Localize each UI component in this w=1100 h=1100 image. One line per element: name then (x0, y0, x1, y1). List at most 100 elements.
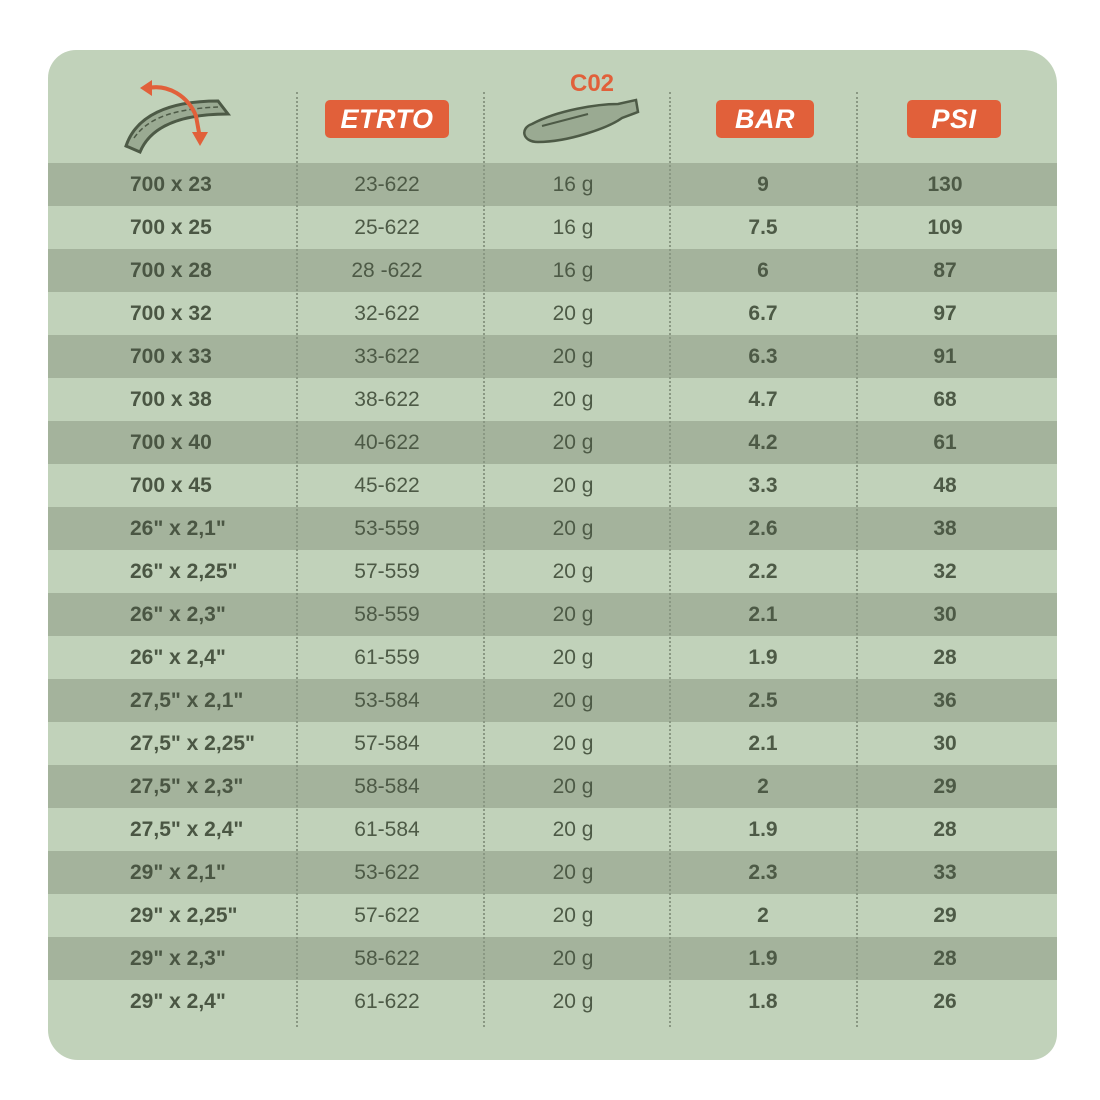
psi-cell: 28 (933, 818, 957, 841)
etrto-cell: 53-622 (354, 861, 420, 884)
bar-cell: 7.5 (748, 216, 778, 239)
psi-cell: 29 (933, 775, 957, 798)
etrto-cell: 57-584 (354, 732, 420, 755)
co2-cartridge-cell: 16 g (552, 259, 594, 282)
psi-cell: 33 (933, 861, 957, 884)
etrto-cell: 45-622 (354, 474, 420, 497)
psi-cell: 97 (933, 302, 957, 325)
psi-cell: 28 (933, 947, 957, 970)
etrto-cell: 33-622 (354, 345, 420, 368)
table-row: 700 x 45 45-622 20 g 3.3 48 (48, 464, 1057, 507)
etrto-cell: 58-559 (354, 603, 420, 626)
bar-cell: 6.3 (748, 345, 778, 368)
bar-cell: 9 (757, 173, 769, 196)
co2-cartridge-cell: 20 g (552, 603, 594, 626)
co2-cartridge-cell: 20 g (552, 990, 594, 1013)
table-row: 700 x 38 38-622 20 g 4.7 68 (48, 378, 1057, 421)
co2-cartridge-cell: 20 g (552, 646, 594, 669)
etrto-cell: 61-584 (354, 818, 420, 841)
etrto-cell: 57-622 (354, 904, 420, 927)
bar-cell: 6 (757, 259, 769, 282)
table-row: 27,5" x 2,3" 58-584 20 g 2 29 (48, 765, 1057, 808)
co2-cartridge-cell: 20 g (552, 689, 594, 712)
co2-cartridge-cell: 20 g (552, 861, 594, 884)
etrto-header: ETRTO (325, 100, 449, 138)
table-row: 27,5" x 2,4" 61-584 20 g 1.9 28 (48, 808, 1057, 851)
co2-cartridge-icon (523, 98, 640, 144)
co2-cartridge-cell: 20 g (552, 474, 594, 497)
table-row: 26" x 2,3" 58-559 20 g 2.1 30 (48, 593, 1057, 636)
table-row: 29" x 2,4" 61-622 20 g 1.8 26 (48, 980, 1057, 1023)
co2-cartridge-cell: 20 g (552, 818, 594, 841)
etrto-cell: 28 -622 (351, 259, 423, 282)
tire-size-cell: 27,5" x 2,25" (130, 732, 256, 755)
bar-cell: 1.9 (748, 947, 778, 970)
bar-cell: 2.2 (748, 560, 778, 583)
table-row: 26" x 2,25" 57-559 20 g 2.2 32 (48, 550, 1057, 593)
tire-size-cell: 700 x 28 (130, 259, 212, 282)
psi-cell: 29 (933, 904, 957, 927)
table-row: 27,5" x 2,1" 53-584 20 g 2.5 36 (48, 679, 1057, 722)
bar-header: BAR (716, 100, 814, 138)
bar-cell: 4.2 (748, 431, 778, 454)
tire-pressure-table: ETRTO C02 BAR PSI 700 x 23 23-622 16 g 9 130… (48, 50, 1057, 1060)
table-row: 700 x 23 23-622 16 g 9 130 (48, 163, 1057, 206)
psi-cell: 26 (933, 990, 957, 1013)
column-divider (669, 92, 671, 1027)
psi-cell: 30 (933, 732, 957, 755)
column-divider (296, 92, 298, 1027)
co2-cartridge-cell: 16 g (552, 173, 594, 196)
psi-cell: 130 (927, 173, 963, 196)
co2-cartridge-cell: 20 g (552, 388, 594, 411)
tire-size-cell: 29" x 2,1" (130, 861, 226, 884)
table-row: 27,5" x 2,25" 57-584 20 g 2.1 30 (48, 722, 1057, 765)
tire-size-cell: 700 x 40 (130, 431, 212, 454)
bar-cell: 2.5 (748, 689, 778, 712)
tire-size-icon (124, 80, 232, 154)
co2-cartridge-cell: 20 g (552, 775, 594, 798)
psi-cell: 28 (933, 646, 957, 669)
etrto-cell: 40-622 (354, 431, 420, 454)
tire-size-cell: 29" x 2,25" (130, 904, 238, 927)
table-header: ETRTO C02 BAR PSI (48, 50, 1057, 163)
table-row: 700 x 33 33-622 20 g 6.3 91 (48, 335, 1057, 378)
column-divider (483, 92, 485, 1027)
etrto-cell: 58-584 (354, 775, 420, 798)
psi-cell: 68 (933, 388, 957, 411)
co2-cartridge-cell: 20 g (552, 947, 594, 970)
tire-size-cell: 700 x 32 (130, 302, 212, 325)
bar-cell: 2.6 (748, 517, 778, 540)
etrto-cell: 53-584 (354, 689, 420, 712)
co2-label: C02 (570, 70, 615, 97)
co2-cartridge-cell: 20 g (552, 302, 594, 325)
bar-cell: 2 (757, 904, 769, 927)
tire-size-cell: 700 x 33 (130, 345, 212, 368)
psi-cell: 32 (933, 560, 957, 583)
table-row: 700 x 32 32-622 20 g 6.7 97 (48, 292, 1057, 335)
etrto-cell: 58-622 (354, 947, 420, 970)
psi-cell: 48 (933, 474, 957, 497)
bar-cell: 2 (757, 775, 769, 798)
table-row: 700 x 28 28 -622 16 g 6 87 (48, 249, 1057, 292)
tire-size-cell: 26" x 2,3" (130, 603, 226, 626)
psi-cell: 91 (933, 345, 957, 368)
tire-size-cell: 700 x 25 (130, 216, 212, 239)
psi-cell: 36 (933, 689, 957, 712)
bar-cell: 6.7 (748, 302, 778, 325)
co2-cartridge-cell: 16 g (552, 216, 594, 239)
table-row: 29" x 2,3" 58-622 20 g 1.9 28 (48, 937, 1057, 980)
co2-cartridge-cell: 20 g (552, 732, 594, 755)
tire-size-cell: 27,5" x 2,3" (130, 775, 244, 798)
tire-size-cell: 700 x 38 (130, 388, 212, 411)
co2-cartridge-cell: 20 g (552, 560, 594, 583)
tire-size-cell: 29" x 2,4" (130, 990, 226, 1013)
psi-header: PSI (907, 100, 1001, 138)
psi-cell: 30 (933, 603, 957, 626)
bar-cell: 2.1 (748, 732, 778, 755)
etrto-cell: 38-622 (354, 388, 420, 411)
tire-size-cell: 700 x 45 (130, 474, 212, 497)
psi-cell: 109 (927, 216, 963, 239)
bar-cell: 3.3 (748, 474, 778, 497)
bar-cell: 1.8 (748, 990, 778, 1013)
bar-cell: 1.9 (748, 818, 778, 841)
